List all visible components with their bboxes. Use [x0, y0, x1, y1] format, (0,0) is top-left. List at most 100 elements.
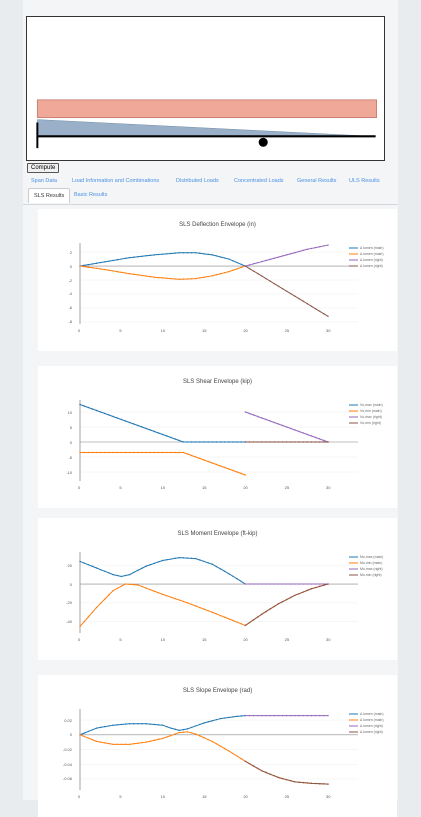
y-tick-label: -5: [68, 454, 72, 460]
series-point: [182, 441, 185, 443]
series-point: [232, 441, 234, 443]
series-point: [145, 451, 147, 454]
chart-panel[interactable]: SLS Shear Envelope (kip) 10 5 0 -5 -10 0 5 10 15 2…: [38, 366, 397, 508]
series-point: [170, 436, 172, 439]
series-point: [207, 610, 209, 612]
series-point: [128, 743, 131, 746]
series-point: [223, 257, 226, 259]
tab-span-data[interactable]: Span Data: [31, 178, 57, 184]
series-point: [195, 277, 197, 280]
series-point: [310, 782, 313, 785]
series-point: [116, 724, 118, 726]
series-point: [116, 451, 118, 454]
series-point: [285, 290, 288, 292]
series-point: [112, 743, 114, 746]
series-point: [323, 583, 325, 585]
series-point: [157, 561, 160, 563]
series-point: [203, 276, 205, 278]
tab-uls-results[interactable]: ULS Results: [349, 178, 380, 184]
series-point: [269, 714, 271, 717]
series-point: [319, 310, 321, 312]
tab-load-information[interactable]: Load Information and Combinations: [72, 178, 160, 184]
series-point: [257, 272, 259, 275]
beam-diagram-canvas[interactable]: [26, 16, 385, 161]
series-point: [323, 714, 325, 717]
series-point: [269, 280, 271, 282]
series-point: [137, 424, 139, 427]
y-tick-label: 0: [69, 263, 72, 269]
tab-general-results[interactable]: General Results: [297, 178, 337, 184]
series-point: [223, 616, 226, 618]
series-point: [281, 777, 284, 780]
series-point: [285, 714, 288, 717]
compute-button[interactable]: Compute: [27, 163, 60, 173]
series-point: [170, 558, 172, 560]
chart-plot[interactable]: [38, 518, 397, 660]
series-point: [161, 737, 164, 740]
series-point: [153, 254, 156, 256]
series-point: [120, 575, 123, 578]
chart-plot[interactable]: [38, 366, 397, 508]
tab-basic-results[interactable]: Basic Results: [74, 192, 108, 198]
distributed-load-bar: [36, 99, 378, 118]
series-point: [83, 735, 85, 738]
x-tick-label: 0: [78, 485, 81, 490]
series-point: [211, 740, 213, 743]
legend-label: Δ lumen (right): [360, 263, 383, 268]
series-point: [236, 268, 238, 270]
series-point: [273, 421, 275, 424]
series-point: [166, 253, 168, 255]
tab-sls-results[interactable]: SLS Results: [28, 188, 71, 203]
y-tick-label: 0: [69, 732, 72, 738]
series-point: [236, 715, 238, 718]
series-point: [87, 451, 89, 454]
series-point: [277, 285, 280, 287]
chart-panel[interactable]: SLS Moment Envelope (ft-kip) 20 0 -20 -40 0 5 1…: [38, 518, 397, 660]
chart-plot[interactable]: [38, 675, 397, 817]
series-point: [128, 273, 131, 275]
series-point: [161, 433, 164, 436]
series-point: [323, 439, 325, 442]
tab-distributed-loads[interactable]: Distributed Loads: [176, 178, 219, 184]
tab-concentrated-loads[interactable]: Concentrated Loads: [234, 178, 284, 184]
chart-panel[interactable]: SLS Deflection Envelope (in) 2 0 -2 -4 -6 -8 0 5…: [38, 209, 397, 351]
series-point: [79, 734, 81, 736]
series-point: [137, 256, 139, 258]
series-point: [157, 724, 160, 726]
x-tick-label: 5: [119, 794, 122, 799]
series-point: [195, 733, 197, 735]
chart-plot[interactable]: [38, 209, 397, 351]
series-point: [182, 600, 185, 603]
y-tick-label: -10: [66, 469, 72, 475]
series-point: [91, 451, 94, 454]
series-point: [257, 583, 259, 585]
series-point: [310, 714, 313, 717]
series-point: [215, 743, 218, 745]
series-point: [298, 592, 300, 595]
x-tick-label: 10: [160, 637, 166, 642]
chart-panel[interactable]: SLS Slope Envelope (rad) 0.02 0 -0.02 -0.04 -…: [38, 675, 397, 817]
series-point: [232, 752, 234, 755]
legend-label: Δ lumen (right): [360, 723, 383, 728]
series-point: [149, 429, 151, 431]
series-point: [99, 726, 102, 729]
series-point: [153, 739, 156, 741]
series-point: [294, 429, 296, 431]
series-point: [314, 436, 317, 439]
series-point: [327, 315, 329, 318]
series-point: [137, 723, 139, 725]
series-point: [120, 418, 123, 421]
x-tick-label: 30: [326, 794, 331, 799]
series-point: [277, 714, 280, 717]
series-point: [133, 423, 135, 425]
series-point: [248, 264, 251, 266]
series-point: [137, 569, 139, 572]
series-point: [306, 714, 309, 717]
series-point: [128, 573, 131, 576]
series-point: [95, 740, 98, 743]
series-point: [219, 745, 222, 747]
series-point: [277, 583, 280, 585]
series-point: [319, 441, 321, 443]
x-tick-label: 0: [78, 328, 81, 333]
series-point: [207, 562, 209, 564]
